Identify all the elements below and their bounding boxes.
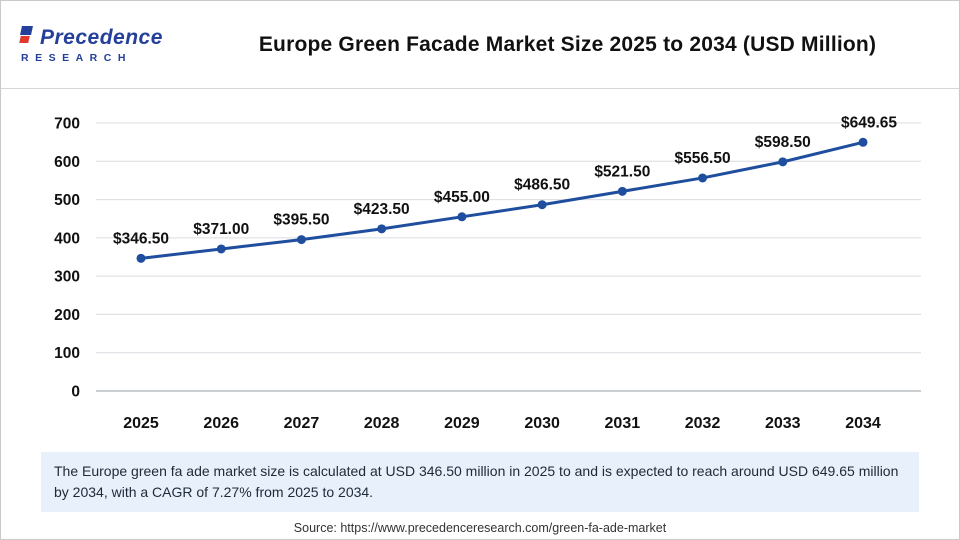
header: Precedence RESEARCH Europe Green Facade …: [1, 1, 959, 89]
x-tick-label: 2025: [123, 415, 159, 432]
line-chart: 0 100 200 300 400 500 600 700 2025 2026 2027 2028 20…: [54, 114, 921, 432]
data-point: [457, 212, 467, 222]
data-label: $455.00: [434, 189, 490, 206]
data-label: $556.50: [675, 150, 731, 167]
data-point: [377, 224, 387, 234]
x-tick-label: 2029: [444, 415, 480, 432]
data-point: [778, 157, 788, 167]
data-label: $521.50: [594, 163, 650, 180]
chart-area: 0 100 200 300 400 500 600 700 2025 2026 2027 2028 20…: [1, 89, 959, 448]
y-tick-label: 600: [54, 154, 80, 171]
y-tick-label: 0: [71, 384, 80, 401]
source-text: Source: https://www.precedenceresearch.c…: [293, 521, 667, 535]
y-tick-label: 500: [54, 192, 80, 209]
y-tick-label: 200: [54, 307, 80, 324]
chart-title: Europe Green Facade Market Size 2025 to …: [258, 32, 877, 56]
data-label: $346.50: [113, 230, 169, 247]
data-point: [296, 235, 306, 245]
y-tick-label: 300: [54, 269, 80, 286]
data-label: $423.50: [354, 201, 410, 218]
data-point: [216, 244, 226, 254]
x-tick-label: 2032: [685, 415, 721, 432]
data-label: $371.00: [193, 221, 249, 238]
x-tick-label: 2026: [203, 415, 239, 432]
logo-text: Precedence: [40, 25, 163, 49]
x-tick-label: 2033: [765, 415, 801, 432]
x-tick-label: 2031: [605, 415, 641, 432]
logo-flag-icon: [19, 26, 36, 48]
data-label: $395.50: [273, 212, 329, 229]
trend-line: [139, 140, 865, 260]
data-point: [617, 186, 627, 196]
precedence-research-logo: Precedence RESEARCH: [19, 26, 194, 64]
y-tick-label: 100: [54, 345, 80, 362]
data-label: $598.50: [755, 134, 811, 151]
data-label: $649.65: [841, 114, 897, 131]
logo-subtext: RESEARCH: [21, 51, 132, 64]
data-label: $486.50: [514, 177, 570, 194]
x-tick-label: 2030: [524, 415, 560, 432]
summary-note: The Europe green fa ade market size is c…: [41, 452, 919, 512]
y-tick-label: 700: [54, 116, 80, 133]
data-point: [698, 173, 708, 183]
y-tick-label: 400: [54, 230, 80, 247]
x-tick-label: 2034: [845, 415, 881, 432]
data-point: [537, 200, 547, 210]
data-point: [858, 137, 868, 147]
data-point: [136, 253, 146, 263]
x-tick-label: 2028: [364, 415, 400, 432]
x-tick-label: 2027: [284, 415, 320, 432]
